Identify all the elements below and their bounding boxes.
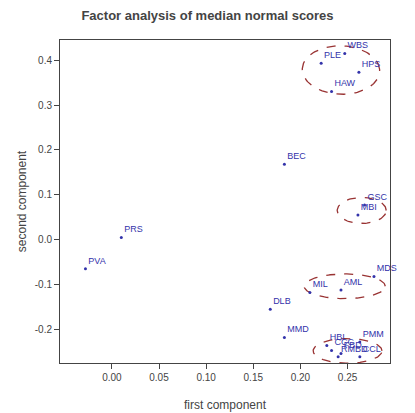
svg-text:MBI: MBI — [361, 202, 377, 212]
svg-text:MMD: MMD — [287, 324, 309, 334]
svg-text:FBD: FBD — [344, 340, 363, 350]
svg-text:0.2: 0.2 — [38, 144, 52, 155]
svg-text:0.0: 0.0 — [38, 234, 52, 245]
svg-text:MDS: MDS — [377, 263, 397, 273]
svg-text:HBI: HBI — [330, 332, 345, 342]
svg-text:-0.2: -0.2 — [35, 324, 53, 335]
svg-text:0.3: 0.3 — [38, 100, 52, 111]
svg-text:HAW: HAW — [334, 78, 355, 88]
svg-text:BEC: BEC — [287, 151, 306, 161]
svg-text:0.00: 0.00 — [102, 372, 122, 383]
svg-text:0.1: 0.1 — [38, 189, 52, 200]
svg-text:0.4: 0.4 — [38, 55, 52, 66]
svg-text:MIL: MIL — [313, 279, 328, 289]
svg-text:-0.1: -0.1 — [35, 279, 53, 290]
svg-text:PVA: PVA — [88, 256, 105, 266]
svg-text:HPS: HPS — [362, 59, 381, 69]
svg-text:0.15: 0.15 — [244, 372, 264, 383]
svg-text:AML: AML — [344, 277, 363, 287]
svg-text:first component: first component — [184, 398, 267, 412]
svg-text:CCL: CCL — [363, 344, 381, 354]
svg-text:0.25: 0.25 — [338, 372, 358, 383]
svg-text:DLB: DLB — [273, 296, 291, 306]
svg-text:PMM: PMM — [363, 329, 384, 339]
svg-text:PLE: PLE — [324, 50, 341, 60]
svg-text:0.10: 0.10 — [196, 372, 216, 383]
svg-text:second component: second component — [15, 150, 29, 252]
svg-text:WBS: WBS — [348, 40, 369, 50]
svg-text:PRS: PRS — [124, 224, 143, 234]
svg-text:GSC: GSC — [367, 192, 387, 202]
svg-text:CCC: CCC — [334, 337, 354, 347]
svg-text:Factor analysis of median norm: Factor analysis of median normal scores — [81, 8, 333, 23]
svg-text:0.05: 0.05 — [149, 372, 169, 383]
svg-text:RMBD: RMBD — [341, 344, 368, 354]
svg-text:0.20: 0.20 — [291, 372, 311, 383]
